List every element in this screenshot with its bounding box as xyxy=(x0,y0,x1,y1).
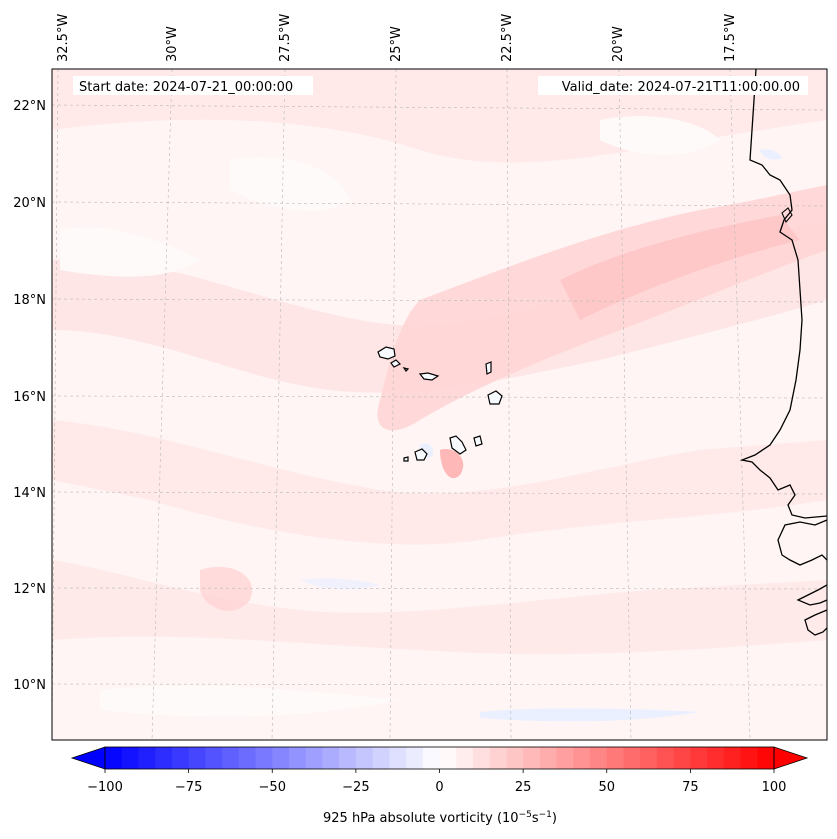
colorbar-cell xyxy=(456,747,474,769)
colorbar-cell xyxy=(121,747,140,769)
colorbar-cell xyxy=(656,747,675,769)
lat-label-20n: 20°N xyxy=(13,196,46,211)
colorbar-cell xyxy=(389,747,407,769)
colorbar-cell xyxy=(439,747,457,769)
colorbar-cell xyxy=(573,747,591,769)
colorbar-cell xyxy=(288,747,307,769)
colorbar-cell xyxy=(707,747,725,769)
island-sao-nicolau xyxy=(418,372,440,381)
island-santo-antao xyxy=(377,346,396,360)
colorbar-cell xyxy=(155,747,173,769)
colorbar-cell xyxy=(723,747,742,769)
colorbar-cell xyxy=(623,747,641,769)
lat-label-14n: 14°N xyxy=(13,486,46,501)
island-santiago xyxy=(449,435,467,455)
lon-label-25w: 25°W xyxy=(389,26,404,62)
colorbar-cell xyxy=(757,747,775,769)
lon-label-20w: 20°W xyxy=(611,26,626,62)
colorbar-cell xyxy=(238,747,257,769)
island-boa-vista xyxy=(487,390,503,405)
colorbar-cell xyxy=(489,747,508,769)
colorbar-cell xyxy=(523,747,541,769)
colorbar-cell xyxy=(355,747,374,769)
lon-label-32-5w: 32.5°W xyxy=(56,14,71,62)
colorbar-tick-label: −25 xyxy=(342,780,369,795)
lat-label-16n: 16°N xyxy=(13,390,46,405)
colorbar: −100 −75 −50 −25 0 25 50 75 100 925 hPa absolute… xyxy=(70,746,809,826)
negative-vorticity-field xyxy=(300,149,782,722)
colorbar-cell xyxy=(305,747,324,769)
longitude-labels: 32.5°W 30°W 27.5°W 25°W 22.5°W 20°W 17.5… xyxy=(56,14,738,62)
colorbar-cell xyxy=(222,747,240,769)
colorbar-extend-min xyxy=(70,746,106,770)
colorbar-cell xyxy=(640,747,658,769)
colorbar-tick-label: −50 xyxy=(259,780,286,795)
island-sal xyxy=(485,361,492,375)
colorbar-cell xyxy=(255,747,273,769)
island-brava xyxy=(403,456,409,462)
colorbar-tick-label: 75 xyxy=(682,780,699,795)
colorbar-tick-label: −75 xyxy=(175,780,202,795)
light-patches xyxy=(60,116,720,717)
lon-label-22-5w: 22.5°W xyxy=(500,14,515,62)
colorbar-cell xyxy=(272,747,290,769)
colorbar-cell xyxy=(556,747,574,769)
colorbar-cell xyxy=(673,747,691,769)
start-date-text: Start date: 2024-07-21_00:00:00 xyxy=(79,80,293,95)
colorbar-cell xyxy=(188,747,206,769)
coastal-island-north xyxy=(781,207,793,224)
island-santa-luzia xyxy=(402,367,410,372)
colorbar-ticks: −100 −75 −50 −25 0 25 50 75 100 xyxy=(87,769,786,795)
colorbar-tick-label: 25 xyxy=(515,780,532,795)
colorbar-cell xyxy=(422,747,441,769)
lat-label-22n: 22°N xyxy=(13,99,46,114)
colorbar-cell xyxy=(205,747,223,769)
colorbar-cell xyxy=(690,747,708,769)
lat-label-10n: 10°N xyxy=(13,678,46,693)
lon-label-27-5w: 27.5°W xyxy=(278,14,293,62)
lat-label-18n: 18°N xyxy=(13,293,46,308)
island-maio xyxy=(473,435,483,447)
latitude-labels: 22°N 20°N 18°N 16°N 14°N 12°N 10°N xyxy=(13,99,46,693)
start-date-box xyxy=(73,76,313,95)
colorbar-cell xyxy=(740,747,758,769)
map-panel xyxy=(52,69,827,740)
colorbar-cell xyxy=(138,747,156,769)
colorbar-tick-label: 50 xyxy=(598,780,615,795)
valid-date-box xyxy=(538,76,808,95)
colorbar-cell xyxy=(105,747,123,769)
colorbar-cell xyxy=(590,747,608,769)
colorbar-tick-label: 0 xyxy=(435,780,443,795)
colorbar-cell xyxy=(372,747,390,769)
island-fogo xyxy=(414,448,428,461)
lon-label-17-5w: 17.5°W xyxy=(723,14,738,62)
colorbar-cell xyxy=(171,747,190,769)
lat-label-12n: 12°N xyxy=(13,582,46,597)
colorbar-cell xyxy=(506,747,524,769)
colorbar-cell xyxy=(322,747,340,769)
colorbar-cell xyxy=(606,747,625,769)
colorbar-cell xyxy=(539,747,558,769)
colorbar-cell xyxy=(406,747,424,769)
island-sao-vicente xyxy=(390,359,402,368)
graticule xyxy=(52,69,827,740)
colorbar-cell xyxy=(472,747,491,769)
cape-verde-islands xyxy=(377,346,503,462)
colorbar-label: 925 hPa absolute vorticity (10−5s−1) xyxy=(323,810,557,826)
colorbar-cell xyxy=(339,747,357,769)
colorbar-tick-label: −100 xyxy=(87,780,123,795)
colorbar-tick-label: 100 xyxy=(762,780,787,795)
colorbar-extend-max xyxy=(773,746,809,770)
map-frame xyxy=(51,68,828,741)
colorbar-cells xyxy=(105,747,775,769)
valid-date-text: Valid_date: 2024-07-21T11:00:00.00 xyxy=(562,80,800,95)
africa-coastline xyxy=(739,69,827,636)
lon-label-30w: 30°W xyxy=(165,26,180,62)
